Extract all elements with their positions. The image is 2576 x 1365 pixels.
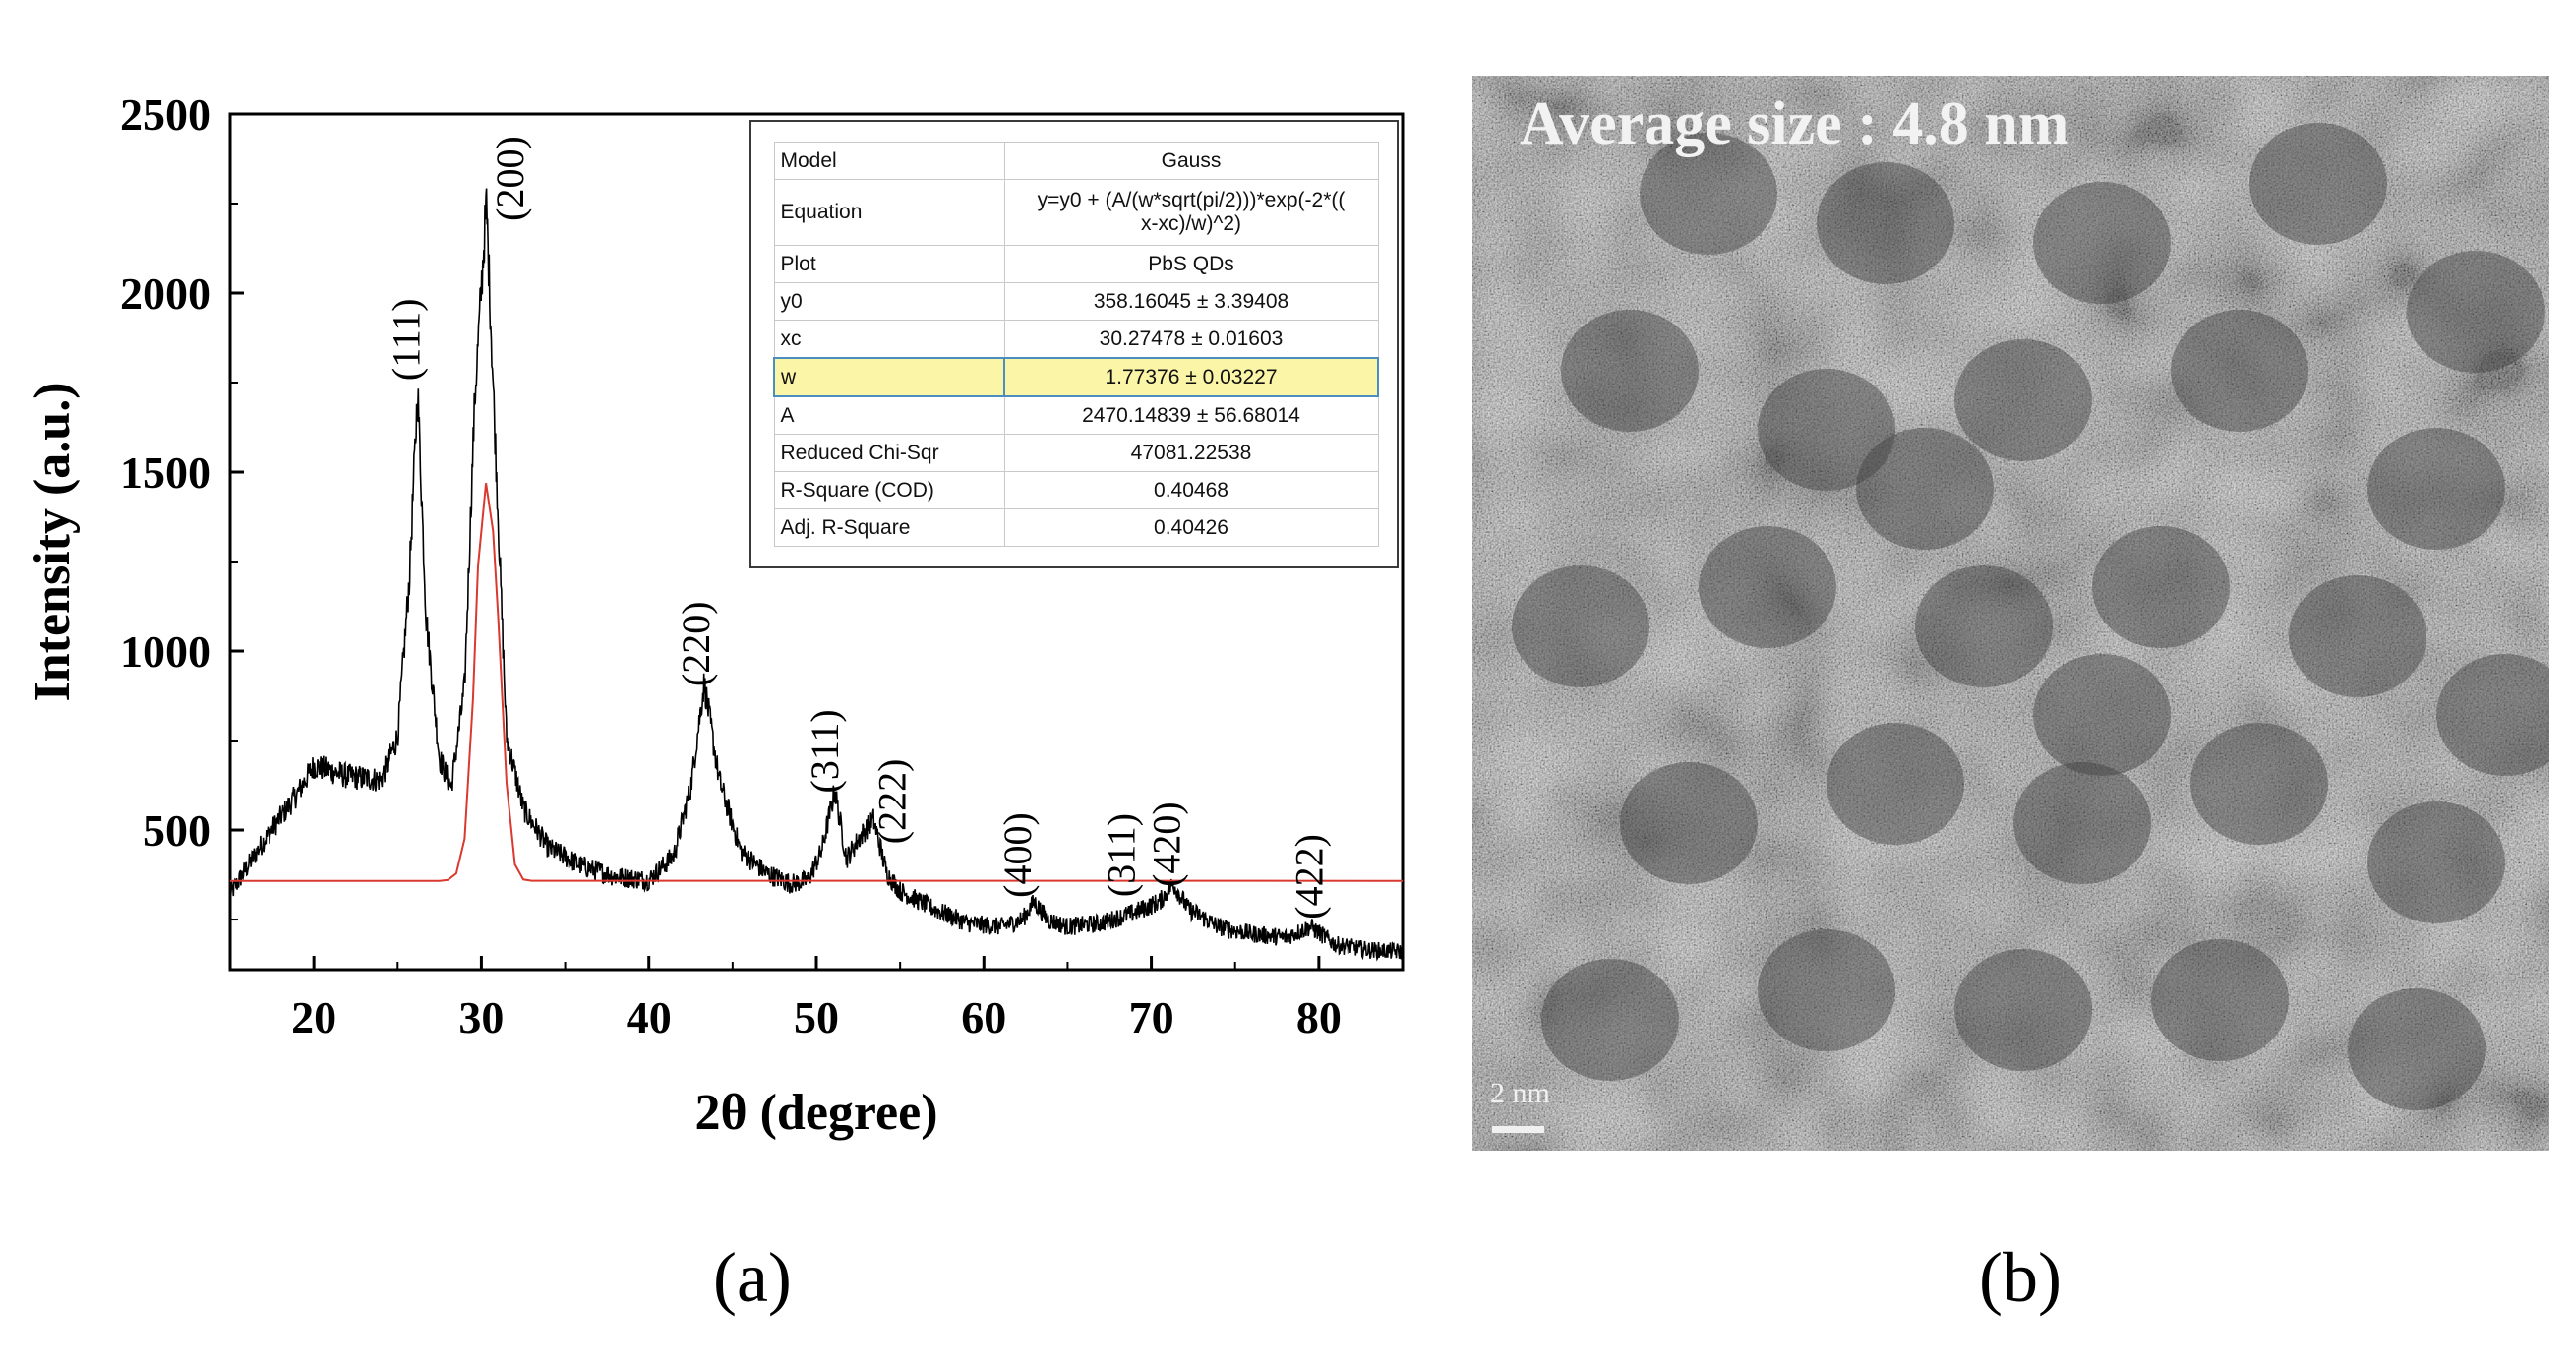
x-tick-label: 70: [1129, 992, 1174, 1042]
nanoparticle-spot: [2190, 723, 2328, 845]
fit-table-value: PbS QDs: [1003, 245, 1379, 283]
peak-annotation: (220): [674, 601, 718, 686]
fit-table-row: Adj. R-Square 0.40426: [773, 508, 1379, 547]
nanoparticle-spot: [2436, 654, 2549, 776]
fit-table-value: 2470.14839 ± 56.68014: [1003, 395, 1379, 435]
scale-bar: [1492, 1126, 1544, 1133]
fit-table-key: A: [773, 395, 1005, 435]
series-gauss-fit-line: [230, 483, 1404, 882]
fit-table-row: R-Square (COD) 0.40468: [773, 471, 1379, 509]
nanoparticle-spot: [2151, 939, 2289, 1061]
fit-equation-line-1: y=y0 + (A/(w*sqrt(pi/2)))*exp(-2*((: [1037, 189, 1346, 211]
y-tick-label: 2500: [120, 89, 210, 140]
fit-table-row: Reduced Chi-Sqr 47081.22538: [773, 434, 1379, 472]
peak-annotation: (200): [488, 136, 532, 221]
fit-results-table: Model Gauss Equation y=y0 + (A/(w*sqrt(pi/2…: [749, 120, 1399, 568]
x-tick-label: 20: [291, 992, 336, 1042]
scale-bar-label: 2 nm: [1490, 1077, 1550, 1109]
fit-table-value: 30.27478 ± 0.01603: [1003, 320, 1379, 359]
fit-table-value: y=y0 + (A/(w*sqrt(pi/2)))*exp(-2*((x-xc)…: [1003, 179, 1379, 246]
nanoparticle-spot: [2033, 182, 2171, 304]
peak-annotation: (222): [869, 759, 914, 845]
nanoparticle-spot: [1561, 310, 1699, 432]
x-tick-label: 80: [1296, 992, 1342, 1042]
panel-label-b: (b): [1979, 1238, 2062, 1317]
nanoparticle-spot: [2092, 526, 2230, 648]
nanoparticle-spot: [2171, 310, 2308, 432]
fit-table-row: Model Gauss: [773, 142, 1379, 180]
fit-table-row: Plot PbS QDs: [773, 245, 1379, 283]
fit-equation-line-2: x-xc)/w)^2): [1140, 212, 1241, 235]
nanoparticle-spot: [1640, 133, 1777, 255]
fit-table-row: w 1.77376 ± 0.03227: [773, 357, 1379, 397]
x-tick-label: 30: [458, 992, 504, 1042]
nanoparticle-spot: [2013, 762, 2151, 884]
tem-micrograph-texture: [1472, 76, 2549, 1151]
series-measured-line: [229, 188, 1404, 962]
y-tick-label: 2000: [120, 268, 210, 319]
nanoparticle-spot: [1541, 959, 1679, 1081]
x-tick-label: 40: [627, 992, 672, 1042]
fit-table-value: 1.77376 ± 0.03227: [1003, 357, 1379, 397]
fit-table-key: y0: [773, 282, 1005, 321]
fit-table-key: xc: [773, 320, 1005, 359]
nanoparticle-spot: [2367, 801, 2505, 923]
x-tick-label: 50: [794, 992, 839, 1042]
x-axis-label: 2θ (degree): [694, 1085, 937, 1141]
fit-table-key: Reduced Chi-Sqr: [773, 434, 1005, 472]
fit-table-value: Gauss: [1003, 142, 1379, 180]
fit-table-value: 0.40468: [1003, 471, 1379, 509]
tem-image: Average size : 4.8 nm 2 nm: [1472, 76, 2549, 1151]
nanoparticle-spot: [1758, 929, 1895, 1051]
xrd-chart: 20 30 40 50 60 70 80 500 1000 1500 2000 2500 (111) (…: [25, 89, 1405, 1141]
nanoparticle-spot: [1699, 526, 1836, 648]
nanoparticle-spot: [1758, 369, 1895, 491]
panel-label-a: (a): [713, 1238, 792, 1317]
nanoparticle-spot: [1817, 162, 1954, 284]
nanoparticle-spot: [1620, 762, 1758, 884]
fit-table-row: y0 358.16045 ± 3.39408: [773, 282, 1379, 321]
peak-annotation: (111): [384, 298, 428, 381]
nanoparticle-spot: [1954, 949, 2092, 1071]
nanoparticle-spot: [2289, 575, 2426, 697]
nanoparticle-spot: [1915, 565, 2053, 687]
y-tick-label: 1000: [120, 626, 210, 677]
nanoparticle-spot: [2367, 428, 2505, 550]
nanoparticle-spot: [2033, 654, 2171, 776]
fit-table-row: xc 30.27478 ± 0.01603: [773, 320, 1379, 359]
fit-table-value: 0.40426: [1003, 508, 1379, 547]
nanoparticle-spot: [2407, 251, 2545, 373]
fit-table-key: Adj. R-Square: [773, 508, 1005, 547]
fit-table-key: w: [773, 357, 1005, 397]
y-axis-label: Intensity (a.u.): [25, 382, 81, 701]
nanoparticle-spot: [2348, 988, 2486, 1110]
peak-annotation: (311): [1100, 813, 1144, 897]
fit-table-key: R-Square (COD): [773, 471, 1005, 509]
nanoparticle-spot: [2249, 123, 2387, 245]
fit-table-key: Plot: [773, 245, 1005, 283]
nanoparticle-spot: [1827, 723, 1964, 845]
peak-annotation: (311): [803, 709, 847, 793]
peak-annotation: (422): [1287, 834, 1331, 920]
fit-table-value: 47081.22538: [1003, 434, 1379, 472]
nanoparticle-spot: [1512, 565, 1649, 687]
fit-table-key: Model: [773, 142, 1005, 180]
y-tick-label: 1500: [120, 447, 210, 498]
peak-annotation: (400): [995, 812, 1040, 898]
fit-table-row: A 2470.14839 ± 56.68014: [773, 395, 1379, 435]
x-tick-label: 60: [961, 992, 1006, 1042]
nanoparticle-spot: [1856, 428, 1994, 550]
peak-annotation: (420): [1145, 801, 1189, 887]
y-tick-label: 500: [143, 805, 210, 856]
fit-table-value: 358.16045 ± 3.39408: [1003, 282, 1379, 321]
fit-table-row: Equation y=y0 + (A/(w*sqrt(pi/2)))*exp(-2…: [773, 179, 1379, 246]
nanoparticle-spot: [1954, 339, 2092, 461]
tem-average-size-label: Average size : 4.8 nm: [1520, 90, 2069, 157]
fit-table-key: Equation: [773, 179, 1005, 246]
